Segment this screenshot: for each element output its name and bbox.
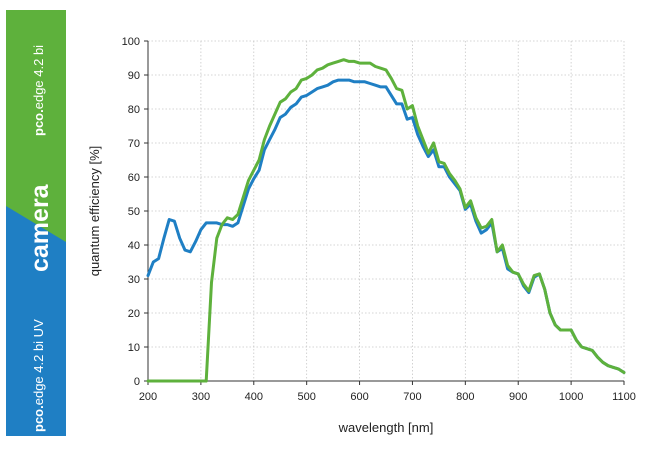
- banner-center-word: camera: [26, 183, 54, 272]
- banner-top-product: pco.edge 4.2 bi: [31, 45, 46, 136]
- tick-labels: 0 10 20 30 40 50 60 70 80 90 100 200 300 400 500 600 700…: [122, 36, 636, 403]
- y-tick-label: 50: [128, 206, 140, 218]
- x-tick-label: 700: [403, 391, 421, 403]
- y-tick-label: 80: [128, 104, 140, 116]
- series-line-bi-uv: [146, 78, 626, 374]
- x-tick-label: 600: [350, 391, 368, 403]
- x-tick-label: 300: [192, 391, 210, 403]
- x-tick-label: 200: [139, 391, 157, 403]
- x-tick-label: 900: [509, 391, 527, 403]
- x-tick-label: 500: [297, 391, 315, 403]
- series-lines: [146, 58, 626, 383]
- y-tick-label: 60: [128, 172, 140, 184]
- x-tick-label: 1100: [612, 391, 636, 403]
- y-tick-label: 30: [128, 274, 140, 286]
- y-tick-label: 90: [128, 70, 140, 82]
- x-axis-label: wavelength [nm]: [338, 420, 434, 435]
- y-axis-label: quantum efficiency [%]: [87, 146, 102, 277]
- y-tick-label: 70: [128, 138, 140, 150]
- axes: [144, 40, 625, 385]
- banner-bottom-product: pco.edge 4.2 bi UV: [31, 319, 46, 432]
- x-tick-label: 400: [245, 391, 263, 403]
- y-tick-label: 40: [128, 240, 140, 252]
- x-tick-label: 1000: [559, 391, 583, 403]
- y-tick-label: 100: [122, 36, 140, 48]
- y-tick-label: 20: [128, 308, 140, 320]
- banner-green-panel: [6, 10, 66, 242]
- x-tick-label: 800: [456, 391, 474, 403]
- grid-lines: [148, 40, 625, 381]
- product-banner: pco.edge 4.2 bi camera pco.edge 4.2 bi U…: [6, 10, 66, 436]
- y-tick-label: 0: [134, 376, 140, 388]
- series-line-bi: [146, 58, 626, 383]
- y-tick-label: 10: [128, 342, 140, 354]
